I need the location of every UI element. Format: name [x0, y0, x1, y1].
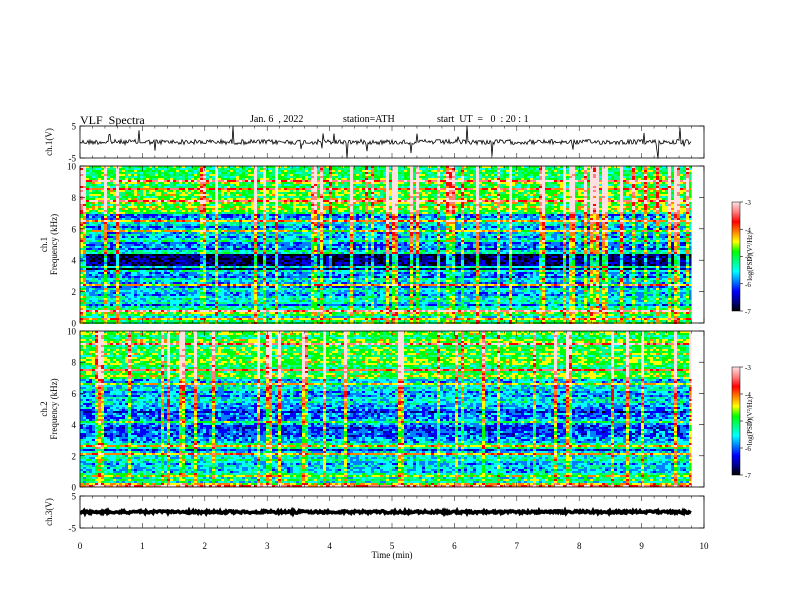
ch2-spectrogram-cells	[80, 331, 692, 487]
y-tick-label: 10	[67, 327, 77, 337]
y-tick-label: 8	[72, 193, 77, 203]
x-tick-label: 6	[452, 541, 457, 551]
y-tick-label: 8	[72, 358, 77, 368]
x-tick-label: 9	[639, 541, 644, 551]
colorbar-tick-label: -7	[745, 308, 751, 316]
y-axis-label: ch.1	[39, 237, 49, 252]
y-tick-label: 5	[72, 492, 77, 502]
colorbar-label: log(PSD)(V²/Hz)	[746, 396, 754, 445]
ch1-spectrogram-blank	[692, 166, 704, 323]
ch2-spectrogram-colorbar	[732, 367, 740, 475]
x-axis-label: Time (min)	[372, 550, 413, 560]
y-axis-label: Frequency (kHz)	[49, 378, 59, 439]
ch2-spectrogram-blank	[692, 331, 704, 487]
y-axis-label: ch.1(V)	[44, 128, 54, 156]
colorbar-tick-label: -6	[745, 281, 751, 289]
y-tick-label: 10	[67, 162, 77, 172]
y-tick-label: -5	[69, 524, 77, 534]
ch1-waveform-panel: 5-5ch.1(V)	[44, 122, 704, 164]
x-tick-label: 1	[140, 541, 145, 551]
y-tick-label: 4	[72, 256, 77, 266]
vlf-spectra-figure: 5-5ch.1(V)-3-4-5-6-7log(PSD)(V²/Hz)02468…	[0, 0, 792, 612]
y-tick-label: 6	[72, 389, 77, 399]
x-tick-label: 2	[203, 541, 208, 551]
x-tick-label: 4	[327, 541, 332, 551]
x-tick-label: 7	[515, 541, 520, 551]
y-tick-label: 2	[72, 287, 77, 297]
x-tick-label: 10	[700, 541, 710, 551]
y-tick-label: 4	[72, 420, 77, 430]
ch1-waveform-trace	[80, 126, 691, 159]
x-tick-label: 8	[577, 541, 582, 551]
x-tick-label: 3	[265, 541, 270, 551]
colorbar-tick-label: -7	[745, 472, 751, 480]
ch1-spectrogram-cells	[80, 166, 692, 324]
y-axis-label: ch.2	[39, 401, 49, 416]
ch3-waveform-panel: 5 -5 ch.3(V)	[44, 492, 704, 534]
y-axis-label: Frequency (kHz)	[49, 214, 59, 275]
ch3-waveform-trace	[80, 511, 691, 513]
y-tick-label: 5	[72, 122, 77, 132]
colorbar-tick-label: -3	[745, 364, 751, 372]
colorbar-tick-label: -3	[745, 199, 751, 207]
y-axis-label: ch.3(V)	[44, 498, 54, 526]
y-tick-label: 6	[72, 224, 77, 234]
colorbar-tick-label: -6	[745, 445, 751, 453]
x-tick-label: 0	[78, 541, 83, 551]
y-tick-label: 2	[72, 451, 77, 461]
ch1-spectrogram-colorbar	[732, 202, 740, 311]
colorbar-label: log(PSD)(V²/Hz)	[746, 232, 754, 281]
